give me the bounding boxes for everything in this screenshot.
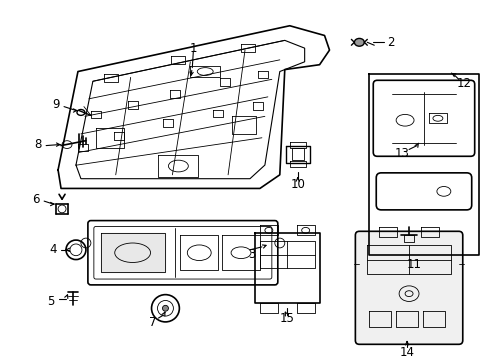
- FancyBboxPatch shape: [355, 231, 463, 344]
- Text: 10: 10: [290, 178, 305, 191]
- Text: 6: 6: [32, 193, 40, 206]
- Text: 2: 2: [388, 36, 395, 49]
- Text: 14: 14: [399, 346, 415, 359]
- Text: 5: 5: [48, 295, 55, 308]
- Polygon shape: [101, 233, 166, 272]
- Text: 1: 1: [190, 42, 197, 55]
- Ellipse shape: [163, 305, 169, 311]
- Text: 13: 13: [394, 147, 410, 160]
- Text: 11: 11: [407, 258, 421, 271]
- Text: 8: 8: [34, 138, 42, 151]
- Text: 15: 15: [279, 312, 294, 325]
- Text: 12: 12: [456, 77, 471, 90]
- Ellipse shape: [354, 39, 365, 46]
- Text: 4: 4: [49, 243, 57, 256]
- Text: 9: 9: [52, 98, 60, 111]
- Text: 7: 7: [149, 316, 156, 329]
- Text: 3: 3: [248, 248, 256, 261]
